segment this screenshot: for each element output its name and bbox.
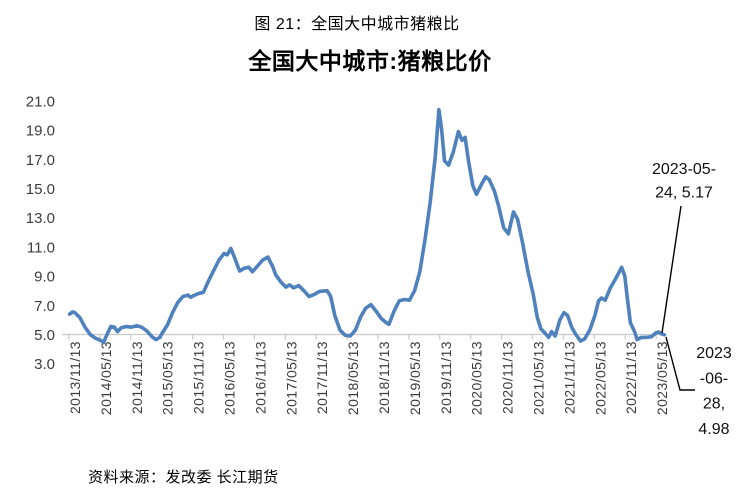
annotation-date-value: 2023-05- [652,161,716,178]
x-tick-label: 2018/11/13 [376,341,392,414]
x-tick-label: 2022/11/13 [623,341,639,414]
annotation-date-value: -06- [700,370,728,387]
y-tick-label: 13.0 [26,210,55,227]
annotation-callout-line [665,336,695,391]
annotation-date-value: 28, [703,396,725,413]
y-tick-label: 19.0 [26,123,55,140]
x-tick-label: 2013/11/13 [67,341,83,414]
annotation-date-value: 4.98 [698,421,729,438]
annotation-callout-line [661,205,682,334]
x-tick-label: 2017/11/13 [314,341,330,414]
y-tick-label: 15.0 [26,181,55,198]
x-tick-label: 2019/11/13 [438,341,454,414]
figure-caption: 图 21：全国大中城市猪粮比 [254,16,460,33]
x-tick-label: 2019/05/13 [407,341,423,415]
annotation-date-value: 2023 [696,345,732,362]
x-tick-label: 2014/11/13 [129,341,145,414]
x-tick-label: 2017/05/13 [283,341,299,415]
x-tick-label: 2016/05/13 [222,341,238,415]
y-tick-label: 17.0 [26,152,55,169]
y-tick-label: 21.0 [26,93,55,110]
chart-title: 全国大中城市:猪粮比价 [248,48,492,74]
annotation-date-value: 24, 5.17 [655,185,713,202]
x-tick-label: 2020/05/13 [469,341,485,415]
y-tick-label: 11.0 [27,239,55,256]
source-note: 资料来源：发改委 长江期货 [88,469,279,486]
x-tick-label: 2023/05/13 [654,341,670,415]
series-line [67,107,667,345]
x-tick-label: 2016/11/13 [252,341,268,414]
x-tick-label: 2015/11/13 [191,341,207,414]
x-tick-label: 2022/05/13 [592,341,608,415]
y-tick-label: 5.0 [34,327,55,344]
y-tick-label: 7.0 [34,298,55,315]
x-tick-label: 2014/05/13 [98,341,114,415]
x-tick-label: 2021/05/13 [531,341,547,415]
x-tick-label: 2020/11/13 [500,341,516,414]
x-tick-label: 2015/05/13 [160,341,176,415]
x-tick-label: 2018/05/13 [345,341,361,415]
x-tick-label: 2021/11/13 [561,341,577,414]
y-tick-label: 9.0 [34,269,55,286]
y-tick-label: 3.0 [34,356,55,373]
